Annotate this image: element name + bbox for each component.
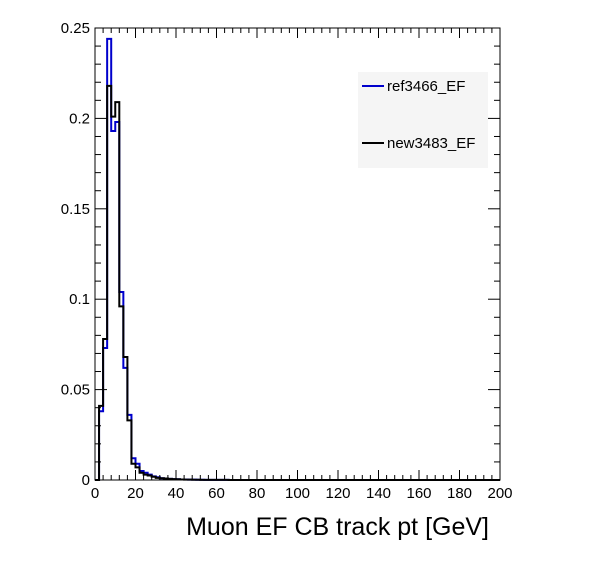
x-tick-label: 160 [406,485,431,502]
y-tick-label: 0 [82,472,90,489]
y-axis: 0 0.05 0.1 0.15 0.2 0.25 [61,20,500,489]
x-tick-label: 0 [91,485,99,502]
y-tick-label: 0.15 [61,201,90,218]
y-tick-label: 0.25 [61,20,90,37]
y-tick-label: 0.2 [69,110,90,127]
x-tick-label: 200 [487,485,512,502]
x-tick-label: 20 [127,485,144,502]
legend-label-new3483: new3483_EF [387,135,475,152]
x-tick-label: 100 [285,485,310,502]
x-axis-title: Muon EF CB track pt [GeV] [186,513,489,541]
y-tick-label: 0.05 [61,382,90,399]
x-tick-label: 140 [366,485,391,502]
legend-label-ref3466: ref3466_EF [387,78,465,95]
x-tick-label: 180 [447,485,472,502]
x-tick-label: 40 [168,485,185,502]
x-tick-label: 80 [249,485,266,502]
y-tick-label: 0.1 [69,291,90,308]
x-tick-label: 60 [208,485,225,502]
x-tick-label: 120 [325,485,350,502]
x-axis: 0 20 40 60 80 100 120 140 160 180 200 [91,28,513,502]
legend-box [358,72,488,168]
legend: ref3466_EF new3483_EF [362,78,475,152]
